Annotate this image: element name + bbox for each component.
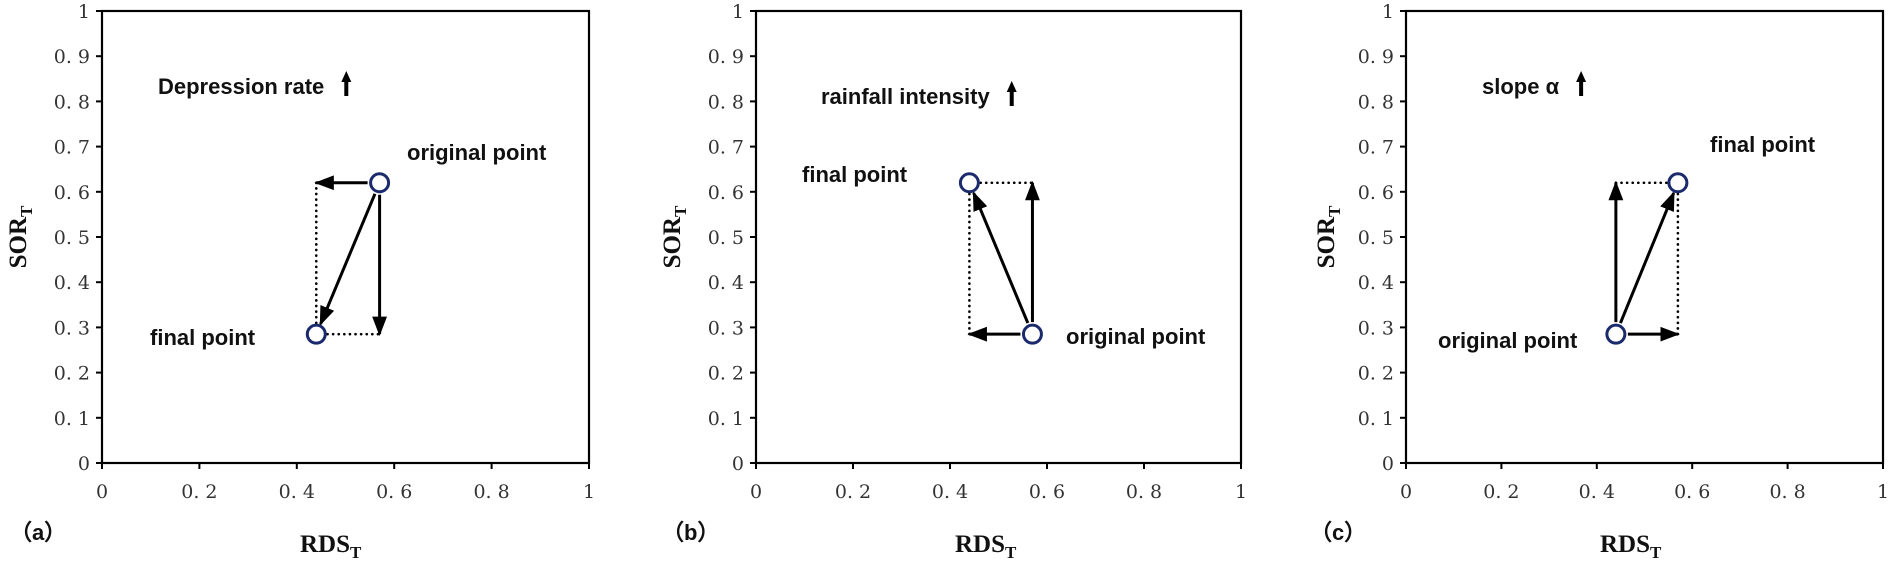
y-axis: 0 0. 1 0. 2 0. 3 0. 4 0. 5 0. 6 0. 7 0. 8 0. 9 1 [1358,1,1406,475]
y-axis: 0 0. 1 0. 2 0. 3 0. 4 0. 5 0. 6 0. 7 0. 8 0. 9 1 [54,1,102,475]
panel-b: 00. 10. 20. 30. 40. 50. 60. 70. 80. 910 0… [659,1,1247,561]
final-point-marker [305,323,327,345]
panel-c: 00. 10. 20. 30. 40. 50. 60. 70. 80. 910 0… [1310,1,1888,561]
y-tick-label: 1 [78,1,90,23]
y-tick-label: 0. 4 [708,272,744,294]
x-tick-label: 0 [1400,481,1412,503]
x-tick-label: 0 [750,481,762,503]
x-tick-label: 0. 8 [473,481,509,503]
y-tick-label: 0 [1382,453,1394,475]
point-label: final point [150,325,256,350]
y-tick-label: 0. 8 [54,91,90,113]
y-axis-title: SORT [1313,205,1344,268]
y-axis: 0 0. 1 0. 2 0. 3 0. 4 0. 5 0. 6 0. 7 0. 8 0. 9 1 [708,1,756,475]
x-axis: 0 0. 2 0. 4 0. 6 0. 8 1 [1400,463,1888,503]
y-tick-label: 0. 2 [54,363,90,385]
y-axis-title: SORT [659,205,690,268]
x-tick-label: 0 [96,481,108,503]
x-tick-label: 0. 8 [1769,481,1805,503]
x-tick-label: 1 [1877,481,1888,503]
point-label: original point [1066,324,1206,349]
y-tick-label: 0. 7 [54,137,90,159]
x-tick-label: 0. 4 [932,481,968,503]
point-label: original point [407,140,547,165]
y-tick-label: 1 [1382,1,1394,23]
panel-a: 00. 10. 20. 30. 40. 50. 60. 70. 80. 910 0… [5,1,595,561]
final-point-marker [958,172,980,194]
x-tick-label: 0. 2 [835,481,871,503]
y-tick-label: 0. 6 [708,182,744,204]
y-tick-label: 0. 9 [708,46,744,68]
y-tick-label: 0 [732,453,744,475]
y-tick-label: 0. 5 [708,227,744,249]
point-label: final point [1710,132,1816,157]
y-tick-label: 0. 1 [708,408,744,430]
x-axis-title: RDST [300,531,362,561]
x-tick-label: 0. 8 [1126,481,1162,503]
y-tick-label: 0. 8 [708,91,744,113]
point-label: final point [802,162,908,187]
increase-arrow-icon [341,71,352,96]
y-tick-label: 0. 3 [54,317,90,339]
y-tick-label: 0 [78,453,90,475]
x-tick-label: 0. 2 [1483,481,1519,503]
x-axis-title: RDST [955,531,1017,561]
increase-arrow-icon [1006,81,1017,106]
shift-arrow [319,193,377,326]
shift-arrow [1619,191,1676,324]
x-axis: 0 0. 2 0. 4 0. 6 0. 8 1 [750,463,1247,503]
x-tick-label: 0. 4 [279,481,315,503]
y-tick-label: 0. 3 [1358,317,1394,339]
x-tick-label: 0. 4 [1579,481,1615,503]
original-point-marker [369,172,391,194]
y-tick-label: 0. 7 [1358,137,1394,159]
y-tick-label: 0. 5 [54,227,90,249]
x-tick-label: 0. 6 [376,481,412,503]
y-tick-label: 0. 7 [708,137,744,159]
panel-tag: （a） [10,520,66,545]
panel-tag: （b） [662,520,719,545]
x-tick-label: 0. 6 [1674,481,1710,503]
shift-arrow [972,191,1030,324]
y-tick-label: 0. 9 [54,46,90,68]
panel-tag: （c） [1310,520,1366,545]
y-tick-label: 0. 4 [54,272,90,294]
y-tick-label: 0. 3 [708,317,744,339]
y-tick-label: 0. 6 [1358,182,1394,204]
x-axis: 0 0. 2 0. 4 0. 6 0. 8 1 [96,463,595,503]
factor-annotation: slope α [1482,74,1560,99]
y-tick-label: 1 [732,1,744,23]
factor-annotation: Depression rate [158,74,324,99]
original-point-marker [1605,323,1627,345]
plot-frame [1404,9,1885,465]
increase-arrow-icon [1576,71,1587,96]
x-tick-label: 1 [1235,481,1247,503]
y-tick-label: 0. 2 [1358,363,1394,385]
y-tick-label: 0. 5 [1358,227,1394,249]
factor-annotation: rainfall intensity [821,84,990,109]
y-tick-label: 0. 1 [1358,408,1394,430]
y-axis-title: SORT [5,205,36,268]
x-axis-title: RDST [1600,531,1662,561]
final-point-marker [1667,172,1689,194]
point-label: original point [1438,328,1578,353]
x-tick-label: 0. 2 [181,481,217,503]
y-tick-label: 0. 9 [1358,46,1394,68]
y-tick-label: 0. 1 [54,408,90,430]
original-point-marker [1021,323,1043,345]
x-tick-label: 1 [583,481,595,503]
y-tick-label: 0. 6 [54,182,90,204]
y-tick-label: 0. 2 [708,363,744,385]
plot-frame [754,9,1243,465]
x-tick-label: 0. 6 [1029,481,1065,503]
y-tick-label: 0. 8 [1358,91,1394,113]
y-tick-label: 0. 4 [1358,272,1394,294]
